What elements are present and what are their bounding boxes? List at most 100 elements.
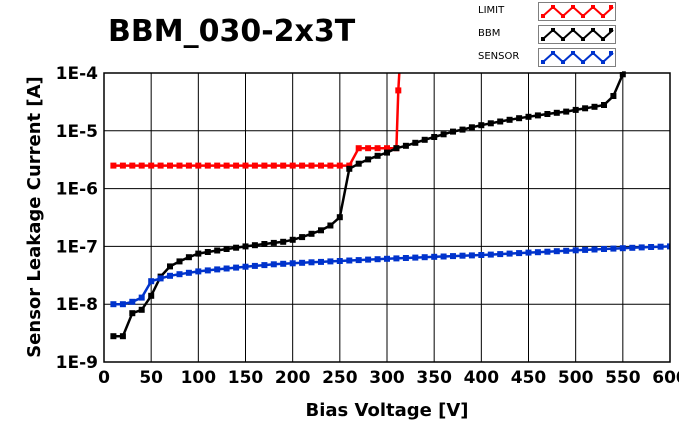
x-tick-label: 150 (228, 368, 264, 388)
data-point-limit (214, 162, 221, 169)
x-tick-label: 400 (464, 368, 500, 388)
data-point-bbm (261, 241, 268, 247)
x-tick-label: 50 (139, 368, 163, 388)
data-point-sensor (261, 262, 268, 269)
data-point-bbm (516, 115, 523, 122)
data-point-sensor (440, 253, 447, 260)
data-point-limit (374, 145, 381, 152)
data-point-bbm (185, 254, 192, 261)
data-point-sensor (195, 268, 202, 275)
data-point-sensor (327, 258, 334, 265)
data-point-limit (318, 162, 324, 169)
data-point-limit (280, 162, 287, 169)
data-point-sensor (582, 246, 589, 253)
x-tick-label: 350 (416, 368, 452, 388)
data-point-limit (355, 145, 362, 152)
data-point-sensor (384, 255, 390, 262)
chart-title: BBM_030-2x3T (108, 14, 356, 49)
data-point-sensor (402, 255, 409, 261)
plot-border (103, 72, 671, 363)
x-tick-label: 100 (181, 368, 217, 388)
y-axis-label: Sensor Leakage Current [A] (24, 76, 45, 358)
data-point-bbm (525, 113, 532, 120)
data-point-bbm (336, 214, 343, 221)
data-point-sensor (374, 256, 381, 263)
data-point-sensor (601, 246, 607, 252)
data-point-bbm (393, 145, 400, 152)
data-point-bbm (553, 109, 560, 116)
data-point-sensor (167, 272, 173, 279)
data-point-sensor (299, 259, 306, 266)
data-point-sensor (667, 243, 670, 250)
data-point-sensor (619, 245, 626, 252)
data-point-sensor (629, 244, 636, 251)
data-point-sensor (280, 260, 287, 267)
data-point-bbm (544, 111, 551, 117)
legend-line-bbm (541, 28, 614, 41)
data-point-sensor (318, 258, 324, 265)
data-point-sensor (638, 244, 645, 251)
data-point-bbm (110, 333, 117, 340)
data-point-sensor (468, 252, 475, 259)
data-point-sensor (233, 264, 240, 271)
data-point-sensor (289, 260, 296, 267)
data-point-sensor (516, 250, 523, 257)
data-point-limit (148, 162, 155, 169)
data-point-bbm (563, 108, 570, 115)
data-point-bbm (223, 246, 230, 252)
legend: LIMIT BBM (472, 0, 622, 72)
data-point-limit (119, 162, 126, 169)
data-point-limit (110, 162, 117, 169)
data-point-bbm (421, 136, 428, 143)
data-point-bbm (280, 238, 287, 245)
data-point-limit (176, 162, 183, 169)
series-layer (110, 71, 670, 340)
data-point-bbm (270, 239, 277, 246)
data-point-bbm (148, 292, 155, 299)
data-point-limit (346, 162, 353, 169)
legend-swatch-bbm (538, 25, 616, 44)
data-point-bbm (534, 112, 541, 119)
data-point-sensor (553, 248, 560, 255)
data-point-sensor (431, 253, 438, 260)
y-tick-label: 1E-9 (56, 353, 98, 373)
data-point-bbm (233, 244, 240, 251)
data-point-bbm (308, 230, 315, 237)
data-point-bbm (251, 242, 258, 249)
data-point-bbm (384, 149, 390, 156)
data-point-limit (204, 162, 211, 169)
data-point-sensor (129, 298, 136, 305)
y-tick-label: 1E-5 (56, 122, 98, 142)
data-point-limit (185, 162, 192, 169)
data-point-sensor (185, 269, 192, 276)
data-point-bbm (318, 227, 324, 234)
data-point-sensor (204, 267, 211, 274)
data-point-sensor (572, 247, 579, 254)
data-point-sensor (450, 253, 456, 260)
data-point-sensor (657, 243, 664, 250)
y-tick-label: 1E-6 (56, 180, 98, 200)
data-point-limit (157, 162, 164, 169)
data-point-sensor (563, 247, 570, 254)
data-point-sensor (544, 248, 551, 255)
data-point-limit (327, 162, 334, 169)
data-point-bbm (214, 247, 221, 254)
data-point-sensor (365, 256, 372, 263)
data-point-bbm (355, 160, 362, 167)
data-point-limit (289, 162, 296, 169)
data-point-sensor (610, 245, 617, 252)
data-point-bbm (138, 306, 145, 313)
data-point-bbm (601, 102, 607, 108)
data-point-limit (195, 162, 202, 169)
data-point-bbm (572, 106, 579, 113)
data-point-bbm (129, 310, 136, 317)
legend-label-limit: LIMIT (478, 5, 505, 16)
y-tick-label: 1E-4 (56, 64, 98, 84)
legend-item-limit: LIMIT (472, 1, 622, 23)
legend-item-sensor: SENSOR (472, 47, 622, 69)
data-point-sensor (148, 278, 155, 285)
data-point-sensor (459, 252, 466, 259)
legend-line-sensor (541, 51, 614, 64)
data-point-sensor (251, 262, 258, 269)
x-tick-label: 550 (605, 368, 641, 388)
